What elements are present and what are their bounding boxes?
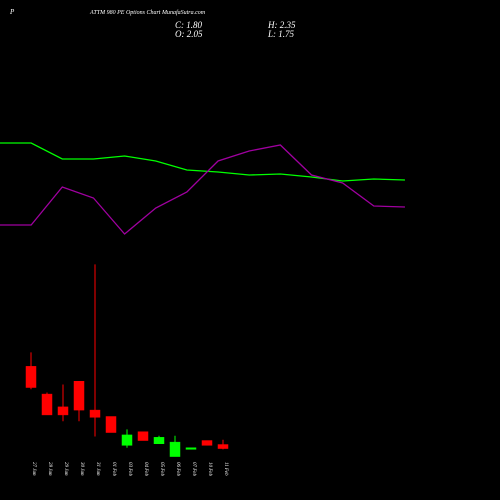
candle-body [41,393,53,416]
x-tick-label: 01 Feb [111,462,116,477]
x-tick-label: 06 Feb [175,462,180,477]
candle-body [169,441,181,457]
x-tick-label: 30 Jan [79,462,84,476]
x-tick-label: 27 Jan [31,462,36,476]
candle-body [153,437,165,444]
x-tick-label: 03 Feb [127,462,132,477]
candle-body [185,447,197,450]
x-tick-label: 31 Jan [95,462,100,476]
candle-body [217,444,229,449]
low-label: L: 1.75 [267,29,295,39]
candle-body [73,381,85,411]
x-tick-label: 11 Feb [223,462,228,476]
open-label: O: 2.05 [175,29,203,39]
candle-body [89,409,101,418]
candle-body [121,434,133,446]
indicator-line [0,144,405,235]
close-label: C: 1.80 [175,20,203,30]
candle-body [57,406,69,416]
x-tick-label: 10 Feb [207,462,212,477]
indicator-line [0,142,405,182]
x-tick-label: 07 Feb [191,462,196,477]
chart-title: ATTM 980 PE Options Chart MunafaSutra.co… [89,9,206,16]
x-tick-label: 29 Jan [63,462,68,476]
symbol: P [9,8,15,16]
candle-body [201,440,213,446]
candle-body [105,416,117,433]
candle-body [137,431,149,441]
candle-body [25,366,37,388]
x-tick-label: 04 Feb [143,462,148,477]
x-tick-label: 05 Feb [159,462,164,477]
x-tick-label: 28 Jan [47,462,52,476]
high-label: H: 2.35 [267,20,296,30]
